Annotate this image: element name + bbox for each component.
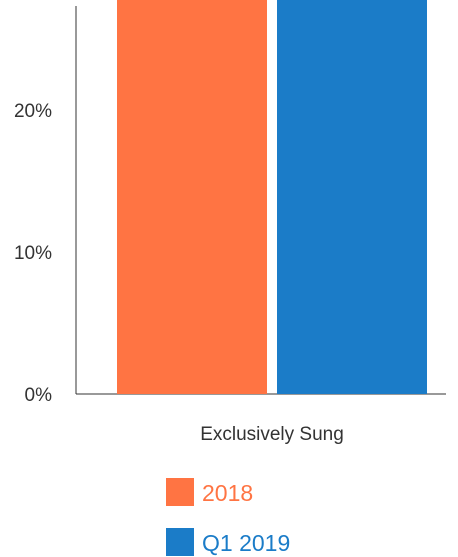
legend-swatch-2018 [166,478,194,506]
x-axis-category-labels: Exclusively Sung [200,424,344,445]
bars [117,0,427,395]
legend: 2018 Q1 2019 [166,478,290,556]
bar-q1-2019 [277,0,427,394]
bar-2018 [117,0,267,395]
y-axis-ticks: 0%10%20%30%40%50% [14,101,53,406]
legend-label-2018: 2018 [202,480,253,506]
x-category-label: Exclusively Sung [200,424,344,445]
legend-swatch-q1-2019 [166,528,194,556]
legend-label-q1-2019: Q1 2019 [202,530,290,556]
y-tick-label: 20% [14,101,52,122]
y-tick-label: 0% [25,385,53,406]
y-tick-label: 10% [14,243,52,264]
